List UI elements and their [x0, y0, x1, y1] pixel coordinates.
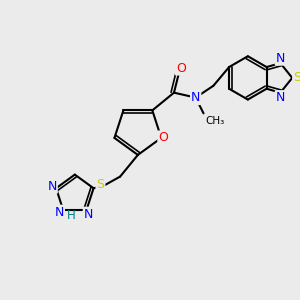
Text: N: N	[191, 91, 200, 104]
Text: N: N	[55, 206, 64, 219]
Text: O: O	[158, 131, 168, 144]
Text: N: N	[47, 180, 57, 193]
Text: S: S	[96, 178, 104, 191]
Text: N: N	[276, 52, 285, 65]
Text: S: S	[293, 71, 300, 84]
Text: O: O	[176, 61, 186, 74]
Text: CH₃: CH₃	[206, 116, 225, 126]
Text: N: N	[276, 91, 285, 104]
Text: H: H	[67, 209, 76, 222]
Text: N: N	[84, 208, 93, 221]
